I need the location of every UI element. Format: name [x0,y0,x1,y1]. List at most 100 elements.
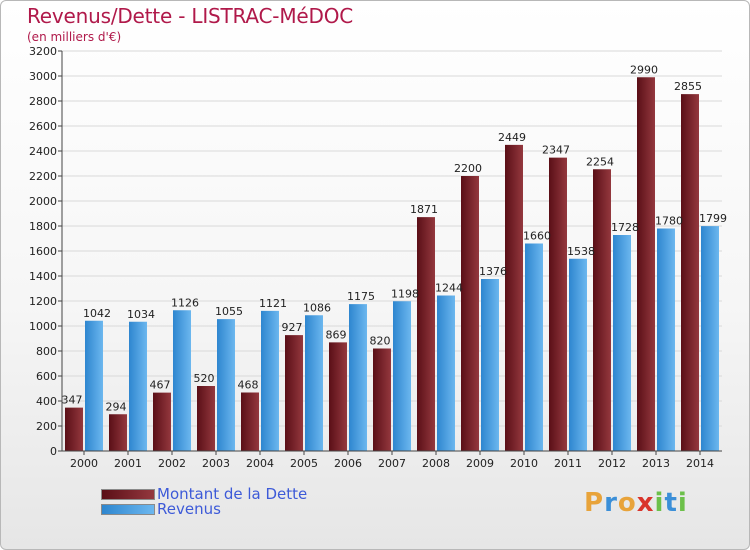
debt-bar [65,407,83,451]
debt-value-label: 927 [282,321,303,334]
revenus-value-label: 1055 [215,305,243,318]
debt-bar [637,77,655,451]
debt-bar [549,157,567,451]
y-tick-label: 2400 [29,145,57,158]
revenus-bar [657,228,675,451]
x-tick-label: 2005 [290,457,318,470]
debt-bar [681,94,699,451]
debt-value-label: 2855 [674,80,702,93]
y-tick-label: 1600 [29,245,57,258]
debt-value-label: 2449 [498,131,526,144]
debt-bar [153,392,171,451]
debt-bar [593,169,611,451]
logo-letter: i [677,488,688,518]
revenus-bar [481,279,499,451]
debt-value-label: 2347 [542,144,570,157]
y-tick-label: 200 [36,420,57,433]
revenus-value-label: 1376 [479,265,507,278]
revenus-bar [525,243,543,451]
revenus-bar [261,310,279,451]
bar-layer [65,77,719,451]
debt-bar [241,392,259,451]
y-tick-label: 1200 [29,295,57,308]
debt-value-label: 468 [238,379,259,392]
chart-subtitle: (en milliers d'€) [27,30,122,44]
x-tick-label: 2014 [686,457,714,470]
revenus-value-label: 1086 [303,301,331,314]
logo-letter: t [664,488,678,518]
revenus-value-label: 1799 [699,212,727,225]
label-layer: 347 1042 294 1034 467 1126 520 1055 468 1121 92710… [62,63,728,413]
debt-value-label: 347 [62,394,83,407]
revenus-value-label: 1034 [127,308,155,321]
y-tick-label: 800 [36,345,57,358]
debt-value-label: 294 [106,400,127,413]
y-tick-label: 2000 [29,195,57,208]
x-tick-label: 2003 [202,457,230,470]
revenus-value-label: 1175 [347,290,375,303]
logo-letter: x [636,488,655,518]
debt-value-label: 1871 [410,203,438,216]
revenus-bar [393,301,411,451]
revenus-bar [173,310,191,451]
revenus-value-label: 1780 [655,215,683,228]
debt-value-label: 467 [150,379,171,392]
debt-bar [505,144,523,451]
revenus-bar [85,320,103,451]
debt-value-label: 869 [326,328,347,341]
revenus-value-label: 1126 [171,296,199,309]
y-tick-label: 2600 [29,120,57,133]
x-tick-label: 2012 [598,457,626,470]
debt-bar [285,335,303,451]
proxiti-logo: Proxiti [584,488,688,518]
revenus-bar [437,295,455,451]
logo-letter: P [584,488,605,518]
logo-letter: i [654,488,665,518]
logo-letter: r [604,488,618,518]
y-tick-label: 600 [36,370,57,383]
legend-label-debt: Montant de la Dette [157,485,308,503]
y-tick-label: 1800 [29,220,57,233]
revenus-value-label: 1660 [523,230,551,243]
revenus-bar [613,235,631,451]
debt-bar [197,386,215,451]
x-tick-label: 2006 [334,457,362,470]
debt-bar [109,414,127,451]
revenus-bar [569,258,587,451]
revenus-bar [701,226,719,451]
debt-value-label: 2990 [630,63,658,76]
x-tick-label: 2008 [422,457,450,470]
revenus-value-label: 1121 [259,297,287,310]
debt-bar [373,348,391,451]
y-tick-label: 1000 [29,320,57,333]
x-tick-label: 2009 [466,457,494,470]
x-tick-label: 2007 [378,457,406,470]
revenus-value-label: 1728 [611,221,639,234]
y-tick-label: 2200 [29,170,57,183]
x-tick-label: 2010 [510,457,538,470]
revenus-bar [217,319,235,451]
revenus-value-label: 1244 [435,282,463,295]
y-tick-label: 2800 [29,95,57,108]
revenus-value-label: 1538 [567,245,595,258]
y-tick-label: 1400 [29,270,57,283]
x-tick-label: 2004 [246,457,274,470]
grid-layer [62,50,722,427]
debt-value-label: 2200 [454,162,482,175]
y-tick-label: 400 [36,395,57,408]
y-tick-label: 3000 [29,70,57,83]
revenus-bar [129,321,147,451]
x-tick-label: 2001 [114,457,142,470]
debt-value-label: 2254 [586,155,614,168]
y-tick-label: 3200 [29,45,57,58]
y-tick-label: 0 [50,445,57,458]
x-tick-label: 2002 [158,457,186,470]
axis-layer: 0 200 400 600 800 1000 1200 1400 1600 1800 2000 220… [29,45,722,470]
revenus-bar [305,315,323,451]
debt-bar [329,342,347,451]
legend-label-revenus: Revenus [157,500,221,518]
legend-swatch-debt [101,489,155,500]
x-tick-label: 2013 [642,457,670,470]
chart-title: Revenus/Dette - LISTRAC-MéDOC [27,4,353,28]
